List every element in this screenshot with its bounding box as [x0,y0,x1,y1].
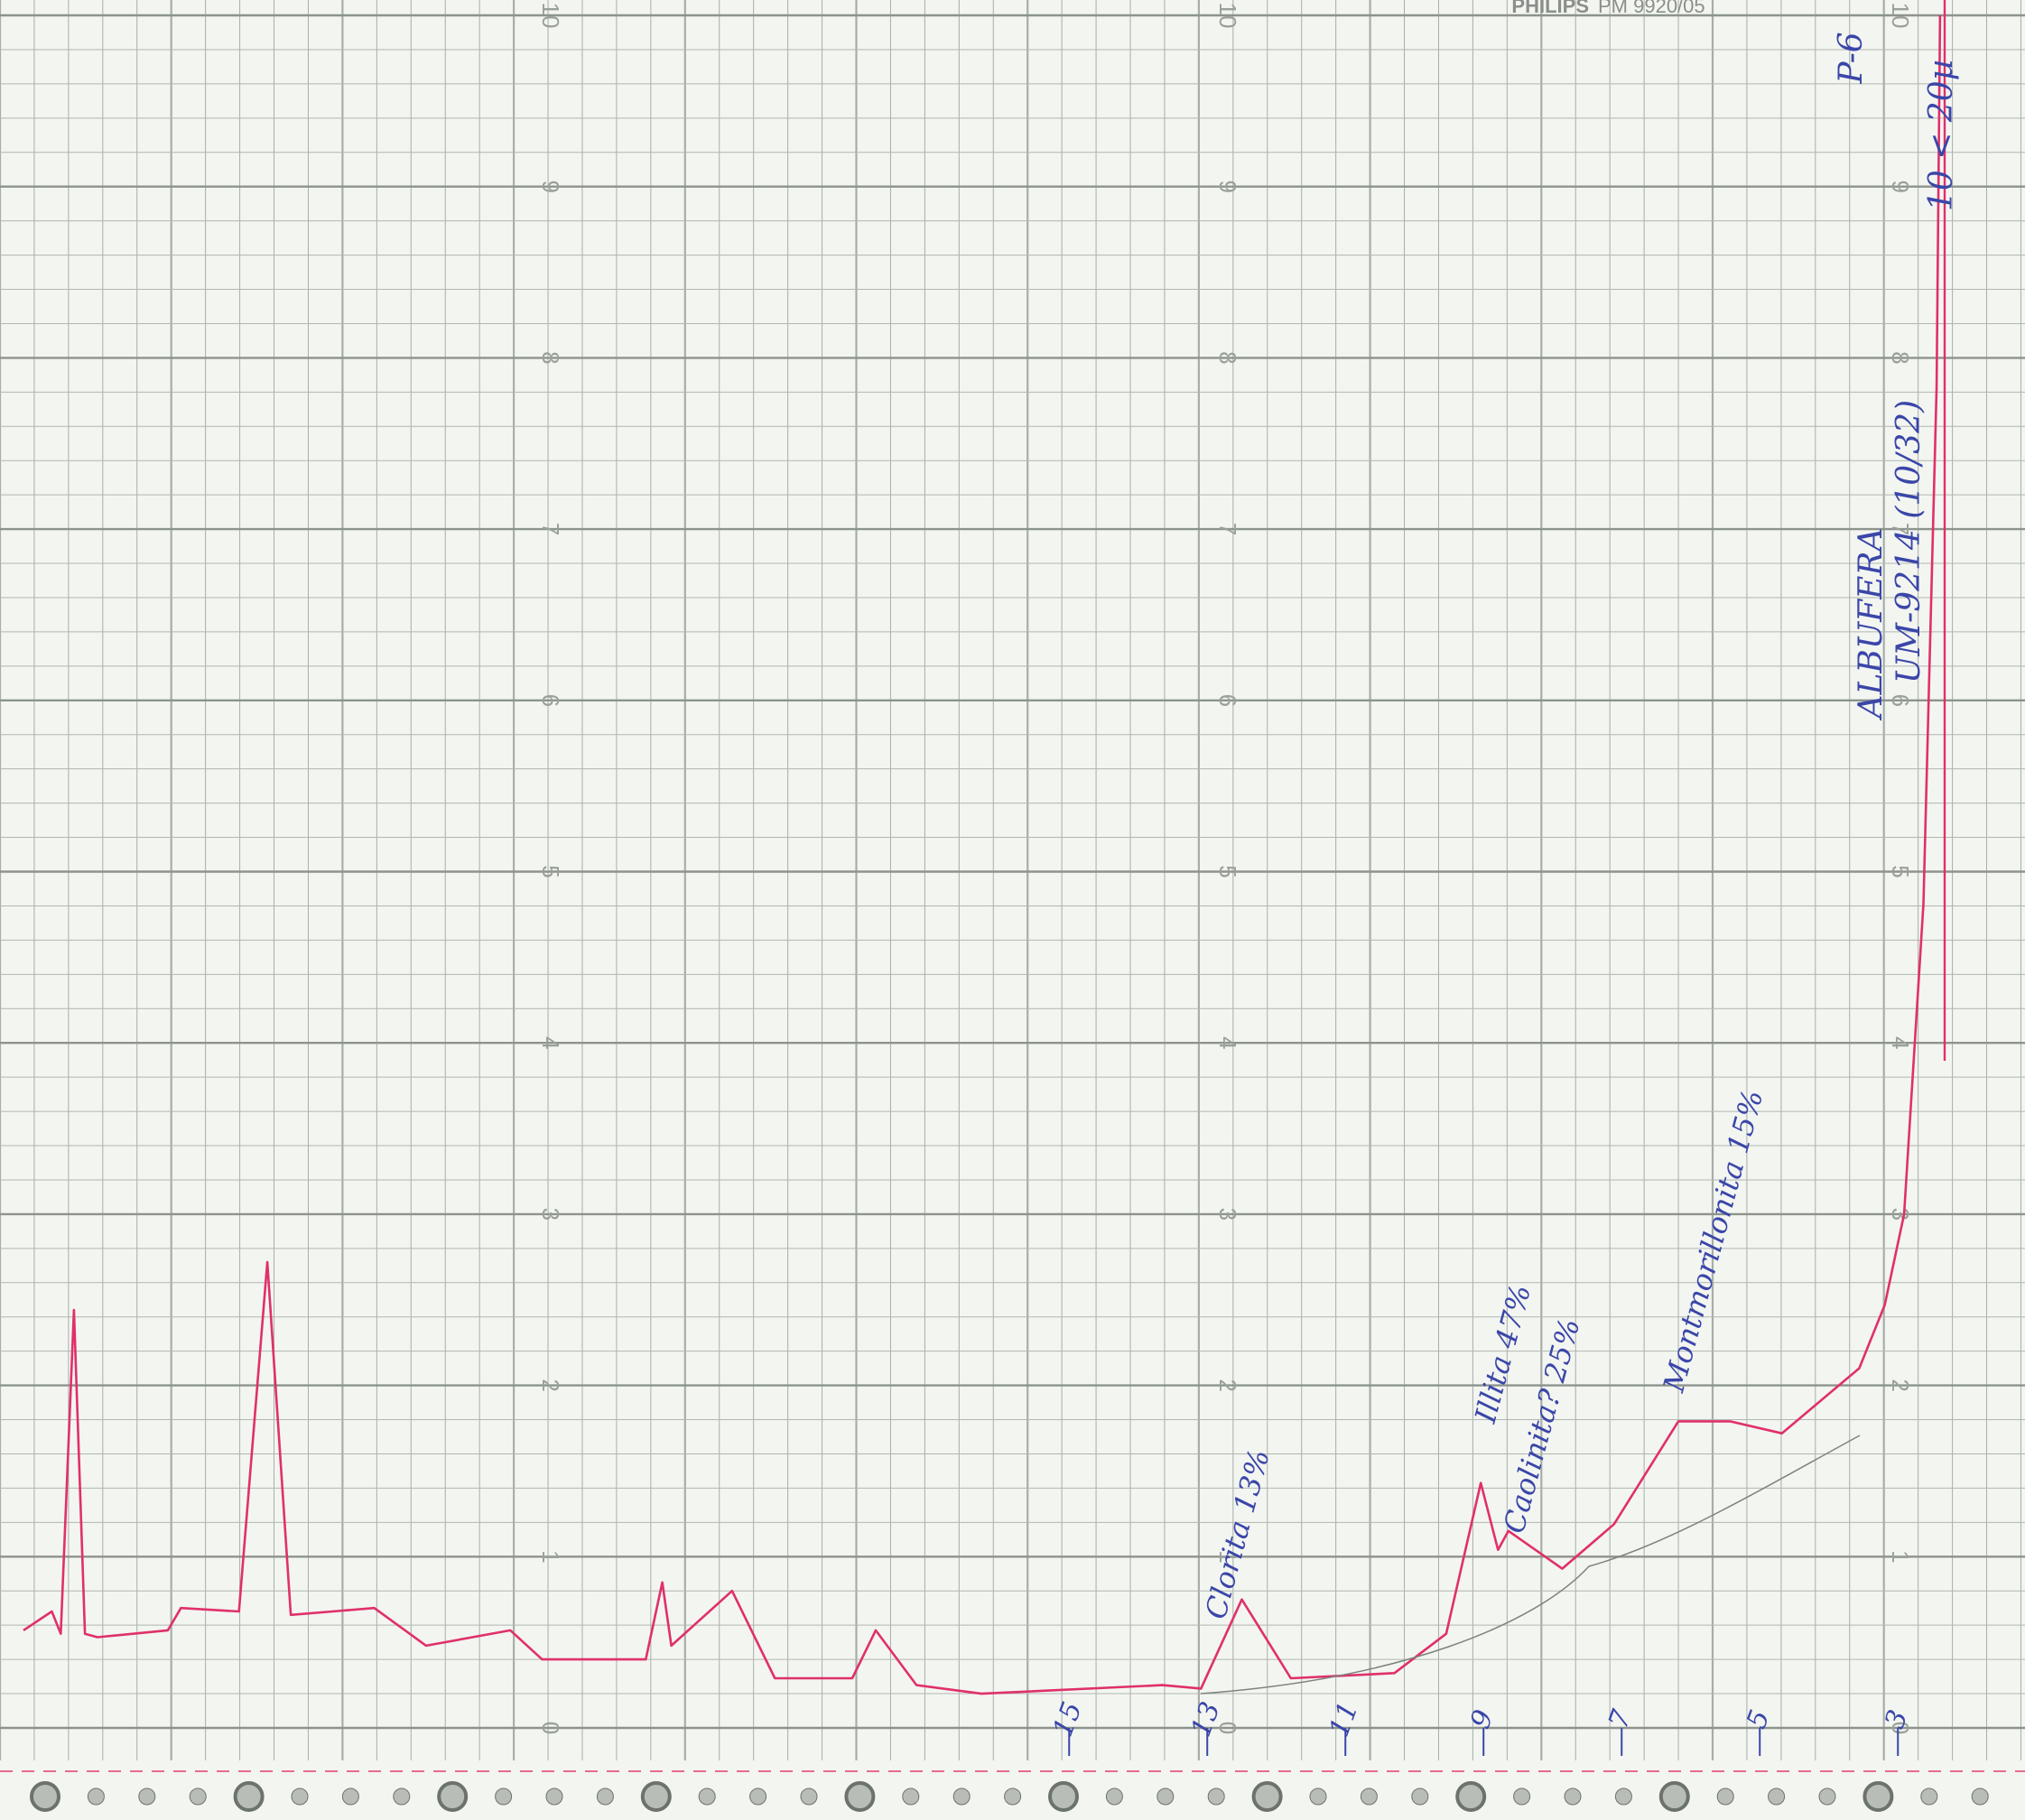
y-tick-label: 9 [537,180,564,192]
y-tick-label: 3 [537,1208,564,1221]
sprocket-hole [1455,1781,1487,1812]
sample-label: UM-9214 (10/32) [1890,400,1927,683]
y-tick-label: 8 [537,351,564,364]
sprocket-hole [1862,1781,1894,1812]
y-tick-label: 7 [1887,523,1914,535]
y-tick-label: 7 [1214,523,1241,535]
y-tick-label: 1 [1887,1550,1914,1563]
sprocket-hole [1411,1788,1429,1806]
sprocket-hole [545,1788,563,1806]
sprocket-hole [1251,1781,1283,1812]
y-tick-label: 10 [1887,3,1914,29]
sprocket-hole [596,1788,614,1806]
sprocket-hole [495,1788,513,1806]
sprocket-hole [1971,1788,1989,1806]
y-tick-label: 4 [1214,1036,1241,1049]
sprocket-hole [1920,1788,1938,1806]
sprocket-hole [1156,1788,1175,1806]
y-tick-label: 2 [1214,1379,1241,1391]
sprocket-hole [233,1781,265,1812]
y-tick-label: 1 [1214,1550,1241,1563]
y-tick-label: 4 [537,1036,564,1049]
trace-line [23,14,1942,1695]
sprocket-hole [749,1788,767,1806]
y-tick-label: 8 [1214,351,1241,364]
y-tick-label: 0 [1887,1722,1914,1734]
sprocket-hole [1048,1781,1079,1812]
sprocket-hole [138,1788,156,1806]
sprocket-hole [189,1788,207,1806]
y-tick-label: 9 [1214,180,1241,192]
sprocket-hole [800,1788,818,1806]
sprocket-hole [1716,1788,1734,1806]
model: PM 9920/05 [1598,0,1705,17]
sprocket-hole [87,1788,105,1806]
y-tick-label: 3 [1214,1208,1241,1221]
sprocket-hole [341,1788,359,1806]
sprocket-hole [291,1788,309,1806]
y-tick-label: 2 [537,1379,564,1391]
sprocket-hole [30,1781,60,1812]
y-tick-label: 0 [1214,1722,1241,1734]
y-tick-label: 5 [1214,865,1241,878]
sprocket-hole [1105,1788,1123,1806]
y-tick-label: 8 [1887,351,1914,364]
y-tick-label: 0 [537,1722,564,1734]
y-tick-label: 10 [1214,3,1241,29]
sprocket-hole [1004,1788,1022,1806]
y-tick-label: 6 [537,694,564,707]
sprocket-hole [640,1781,672,1812]
sprocket-hole [1614,1788,1632,1806]
sprocket-hole [902,1788,920,1806]
y-tick-label: 9 [1887,180,1914,192]
sample-label: 10 < 20µ [1923,60,1960,211]
sprocket-hole [1360,1788,1378,1806]
sample-label: P-6 [1833,32,1870,84]
sprocket-hole [952,1788,971,1806]
y-tick-label: 7 [537,523,564,535]
y-tick-label: 6 [1214,694,1241,707]
y-tick-label: 5 [1887,865,1914,878]
sprocket-hole [393,1788,411,1806]
sprocket-hole [1658,1781,1690,1812]
y-tick-label: 10 [537,3,564,29]
y-tick-label: 3 [1887,1208,1914,1221]
sprocket-hole [698,1788,716,1806]
sprocket-hole [1768,1788,1786,1806]
sprocket-hole [1207,1788,1225,1806]
brand: PHILIPS [1511,0,1589,17]
sprocket-hole [1309,1788,1327,1806]
sprocket-hole [437,1781,469,1812]
y-tick-label: 6 [1887,694,1914,707]
sprocket-hole [1818,1788,1836,1806]
sprocket-hole [844,1781,876,1812]
sample-label: ALBUFERA [1853,527,1890,720]
sprocket-hole [1513,1788,1531,1806]
sprocket-hole [1564,1788,1582,1806]
baseline-sketch [1200,1435,1861,1695]
y-tick-label: 2 [1887,1379,1914,1391]
y-tick-label: 1 [537,1550,564,1563]
y-tick-label: 5 [537,865,564,878]
y-tick-label: 4 [1887,1036,1914,1049]
